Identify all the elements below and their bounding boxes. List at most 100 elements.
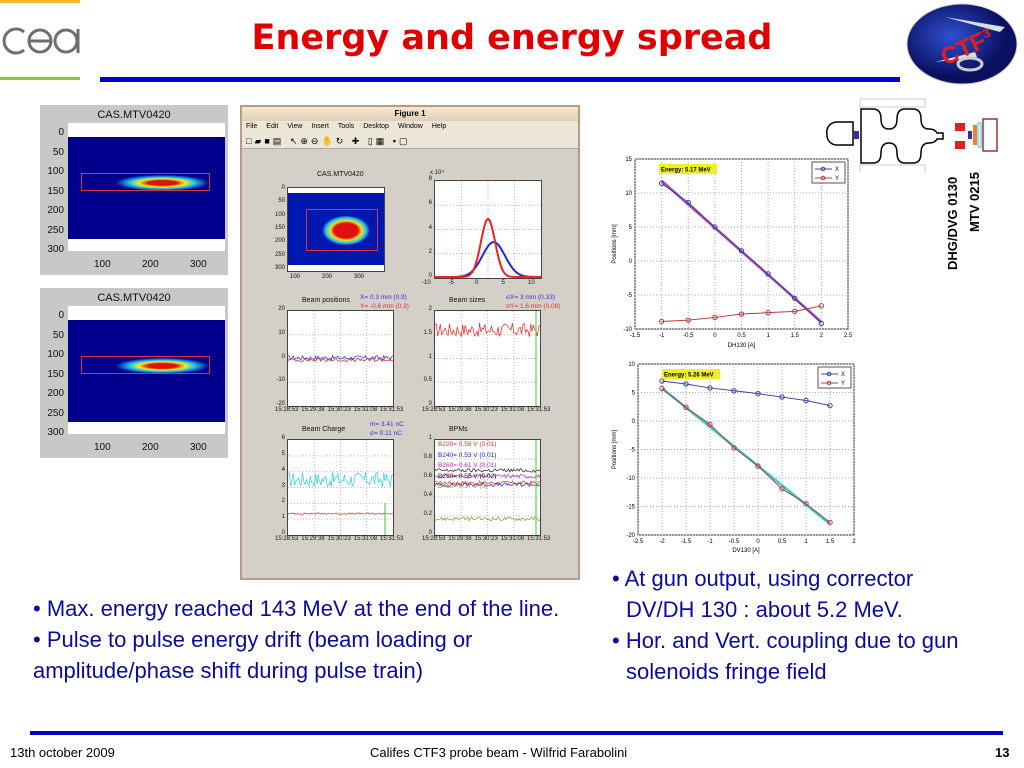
data-cursor-icon[interactable]: ✚ bbox=[351, 136, 363, 146]
data-point-x bbox=[818, 320, 825, 327]
figure-window[interactable]: Figure 1 File Edit View Insert Tools Desktop W… bbox=[240, 105, 580, 580]
show-tools-icon[interactable]: ▢ bbox=[399, 136, 411, 146]
time-tick-label: 15:30:23 bbox=[327, 536, 351, 542]
beam-x-annotation: X= 0.3 mm (0.9) bbox=[360, 294, 407, 301]
beam-y-annotation: Y= -0.6 mm (0.3) bbox=[360, 303, 409, 310]
y-tick-label: 0 bbox=[428, 401, 432, 407]
gun-beamline-diagram bbox=[826, 98, 998, 172]
y-tick-label: 250 bbox=[274, 251, 285, 258]
menu-file[interactable]: File bbox=[246, 123, 258, 130]
y-tick-label: 150 bbox=[47, 368, 64, 380]
save-icon[interactable]: ■ bbox=[264, 136, 273, 146]
diagram-label-dhg-dvg: DHG/DVG 0130 bbox=[945, 176, 960, 270]
menu-window[interactable]: Window bbox=[397, 123, 423, 130]
x-tick-label: 300 bbox=[190, 442, 207, 453]
data-point-y bbox=[731, 445, 737, 451]
y-tick-label: 0 bbox=[58, 127, 64, 138]
x-tick-label: 10 bbox=[528, 280, 535, 286]
open-icon[interactable]: ▰ bbox=[254, 136, 265, 146]
menu-help[interactable]: Help bbox=[431, 123, 447, 130]
figure-title-bar: Figure 1 bbox=[242, 107, 578, 121]
menu-tools[interactable]: Tools bbox=[337, 123, 355, 130]
y-tick-label: -20 bbox=[276, 401, 285, 407]
y-tick-label: 150 bbox=[274, 225, 285, 231]
data-point-x bbox=[685, 199, 691, 206]
data-point-y bbox=[738, 311, 745, 317]
y-tick-label: 6 bbox=[428, 200, 432, 207]
data-point-y bbox=[658, 318, 665, 325]
bullet-left-2: • Pulse to pulse energy drift (beam load… bbox=[33, 627, 473, 683]
time-tick-label: 15:29:38 bbox=[301, 407, 325, 413]
charge-mean-annotation: m= 3.41 nC bbox=[370, 421, 404, 428]
y-axis-label: Positions [mm] bbox=[612, 429, 618, 469]
y-tick-label: 0.8 bbox=[423, 454, 432, 460]
series-line-y bbox=[661, 388, 831, 523]
bpm-legend-entry: B240= 0.53 V (0.01) bbox=[438, 451, 497, 459]
cea-logo-green-bar bbox=[0, 77, 80, 80]
y-tick-label: 1.5 bbox=[423, 329, 432, 336]
fig-profile-plot bbox=[434, 180, 542, 279]
roi-box bbox=[81, 356, 210, 374]
bullet-right-1: • At gun output, using corrector DV/DH 1… bbox=[612, 566, 914, 622]
x-tick-label: 100 bbox=[94, 259, 111, 270]
x-tick-label: 5 bbox=[501, 280, 505, 286]
zoom-out-icon[interactable]: ⊖ bbox=[310, 136, 322, 146]
zoom-in-icon[interactable]: ⊕ bbox=[300, 136, 311, 146]
beam-charge-title: Beam Charge bbox=[302, 426, 346, 433]
y-tick-label: 8 bbox=[428, 176, 432, 182]
series-line-x bbox=[661, 380, 831, 407]
camera-image-title: CAS.MTV0420 bbox=[97, 109, 171, 121]
beam-positions-title: Beam positions bbox=[302, 297, 350, 304]
data-point-x bbox=[779, 394, 785, 400]
menu-desktop[interactable]: Desktop bbox=[363, 123, 389, 130]
menu-view[interactable]: View bbox=[287, 123, 303, 130]
y-tick-label: -20 bbox=[626, 533, 635, 539]
data-point-y bbox=[818, 303, 825, 309]
print-icon[interactable]: ▤ bbox=[272, 136, 285, 146]
x-tick-label: -2 bbox=[659, 539, 665, 545]
menu-edit[interactable]: Edit bbox=[266, 123, 279, 130]
x-tick-label: -1.5 bbox=[630, 333, 641, 339]
bullet-right-2: • Hor. and Vert. coupling due to gun sol… bbox=[612, 628, 959, 684]
y-tick-label: 10 bbox=[628, 362, 635, 368]
x-tick-label: -0.5 bbox=[683, 333, 694, 339]
cea-logo-orange-bar bbox=[0, 0, 80, 3]
fig-image-title: CAS.MTV0420 bbox=[317, 171, 364, 178]
y-tick-label: -5 bbox=[627, 293, 633, 299]
data-point-y bbox=[803, 500, 809, 507]
y-tick-label: -15 bbox=[626, 505, 635, 511]
series-line bbox=[435, 468, 540, 473]
legend-icon[interactable]: ▦ bbox=[375, 136, 388, 146]
colorbar-icon[interactable]: ▯ bbox=[367, 136, 376, 146]
y-tick-label: 5 bbox=[281, 450, 285, 457]
beam-sizes-title: Beam sizes bbox=[449, 297, 486, 304]
y-tick-label: -5 bbox=[630, 448, 636, 454]
y-tick-label: 5 bbox=[629, 225, 633, 231]
roi-box bbox=[81, 173, 210, 191]
y-tick-label: 300 bbox=[47, 244, 64, 255]
hide-tools-icon[interactable]: ▪ bbox=[392, 136, 399, 146]
rotate-icon[interactable]: ↻ bbox=[335, 136, 347, 146]
x-tick-label: 0 bbox=[713, 333, 717, 339]
pointer-icon[interactable]: ↖ bbox=[289, 136, 301, 146]
fig-roi-box bbox=[306, 209, 378, 251]
beam-sizes-panel bbox=[434, 310, 541, 407]
time-tick-label: 15:29:38 bbox=[448, 536, 472, 542]
footer-rule bbox=[30, 731, 1003, 735]
pan-icon[interactable]: ✋ bbox=[321, 136, 336, 146]
camera-image bbox=[68, 123, 225, 251]
x-tick-label: 1 bbox=[766, 333, 770, 339]
x-tick-label: -0.5 bbox=[729, 539, 740, 545]
x-tick-label: 200 bbox=[322, 274, 333, 280]
series-line bbox=[435, 322, 540, 337]
y-tick-label: -10 bbox=[276, 377, 285, 384]
footer-title: Califes CTF3 probe beam - Wilfrid Farabo… bbox=[370, 745, 628, 760]
time-tick-label: 15:31:53 bbox=[380, 536, 404, 542]
new-icon[interactable]: □ bbox=[246, 136, 255, 146]
slide-title: Energy and energy spread bbox=[251, 18, 773, 58]
time-tick-label: 15:30:23 bbox=[474, 407, 498, 413]
time-tick-label: 15:29:38 bbox=[301, 536, 325, 542]
menu-insert[interactable]: Insert bbox=[311, 123, 329, 130]
ctf3-logo: CTF³ bbox=[906, 3, 1018, 85]
y-tick-label: 100 bbox=[274, 211, 285, 218]
